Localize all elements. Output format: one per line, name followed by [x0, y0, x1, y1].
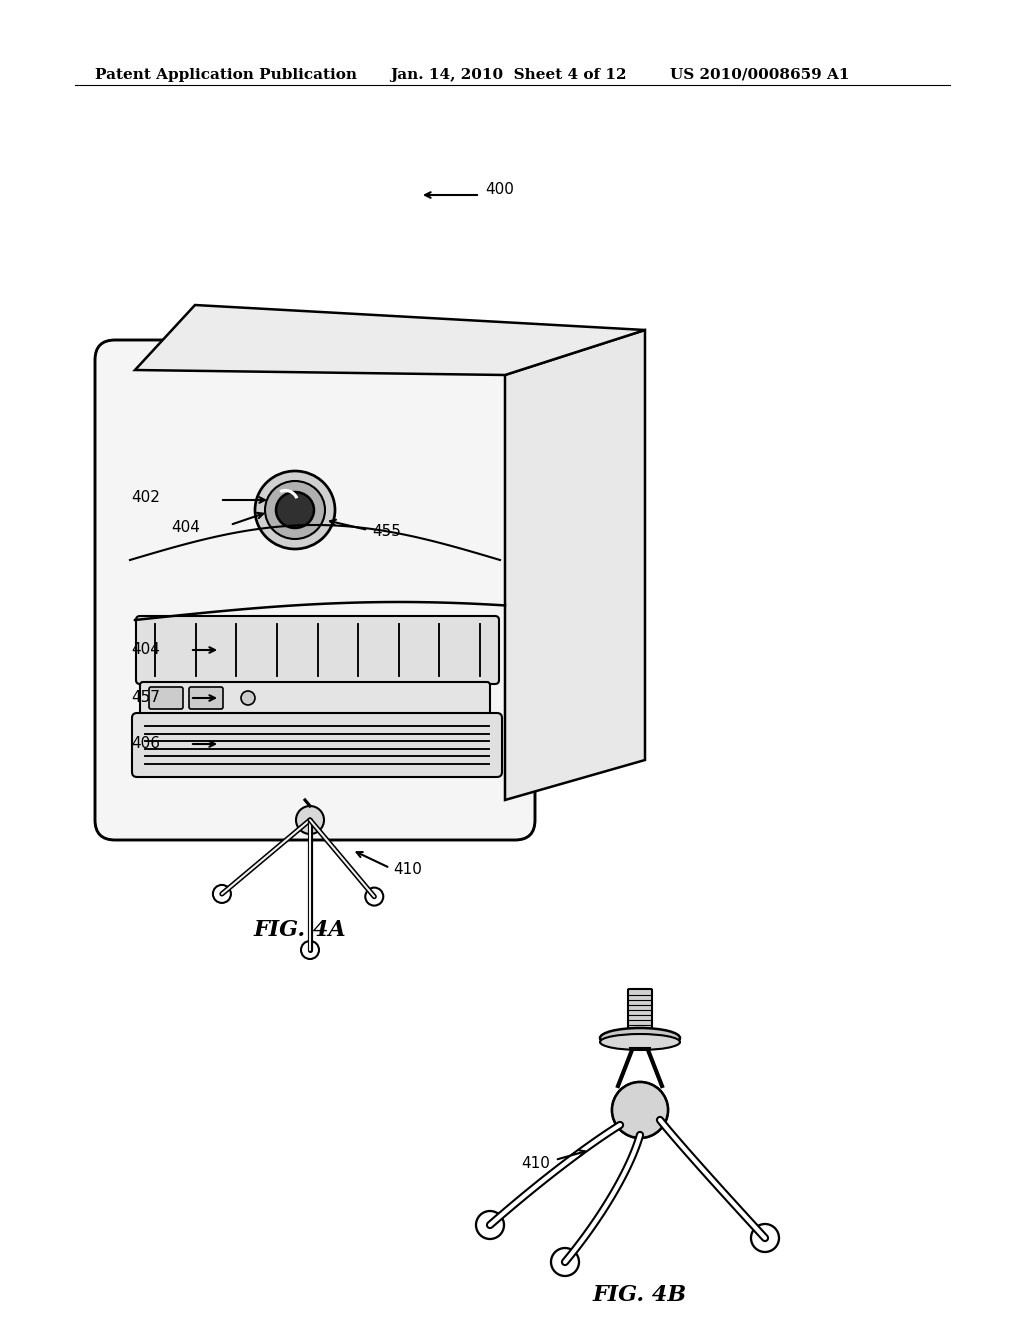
FancyBboxPatch shape: [628, 989, 652, 1031]
Text: 457: 457: [131, 690, 160, 705]
Circle shape: [612, 1082, 668, 1138]
Text: 404: 404: [171, 520, 200, 535]
Text: 404: 404: [131, 643, 160, 657]
Polygon shape: [505, 330, 645, 800]
Text: US 2010/0008659 A1: US 2010/0008659 A1: [670, 69, 850, 82]
Text: FIG. 4A: FIG. 4A: [254, 919, 346, 941]
Text: 400: 400: [485, 182, 514, 198]
Text: 455: 455: [372, 524, 400, 540]
Text: Jan. 14, 2010  Sheet 4 of 12: Jan. 14, 2010 Sheet 4 of 12: [390, 69, 627, 82]
FancyBboxPatch shape: [95, 341, 535, 840]
Ellipse shape: [600, 1034, 680, 1049]
Ellipse shape: [600, 1028, 680, 1048]
Circle shape: [612, 1082, 668, 1138]
FancyBboxPatch shape: [132, 713, 502, 777]
Text: 402: 402: [131, 491, 160, 506]
Text: Patent Application Publication: Patent Application Publication: [95, 69, 357, 82]
FancyBboxPatch shape: [140, 682, 490, 715]
Circle shape: [751, 1224, 779, 1251]
Text: 410: 410: [393, 862, 422, 878]
Circle shape: [476, 1210, 504, 1239]
FancyBboxPatch shape: [189, 686, 223, 709]
Circle shape: [241, 690, 255, 705]
Text: 410: 410: [521, 1155, 550, 1171]
Circle shape: [366, 887, 383, 906]
FancyBboxPatch shape: [136, 616, 499, 684]
Circle shape: [301, 941, 319, 960]
Ellipse shape: [255, 471, 335, 549]
Ellipse shape: [265, 480, 325, 539]
Polygon shape: [135, 305, 645, 375]
Circle shape: [213, 884, 230, 903]
Ellipse shape: [276, 492, 314, 528]
Circle shape: [296, 807, 324, 834]
Text: 406: 406: [131, 737, 160, 751]
FancyBboxPatch shape: [150, 686, 183, 709]
Circle shape: [551, 1247, 579, 1276]
Text: FIG. 4B: FIG. 4B: [593, 1284, 687, 1305]
